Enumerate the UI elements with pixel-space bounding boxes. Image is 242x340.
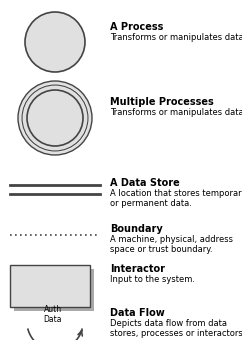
Text: A Data Store: A Data Store (110, 178, 180, 188)
Bar (10, 265, 90, 307)
Circle shape (25, 12, 85, 72)
Text: Depicts data flow from data
stores, processes or interactors.: Depicts data flow from data stores, proc… (110, 319, 242, 338)
Text: Interactor: Interactor (110, 264, 165, 274)
Text: A location that stores temporary
or permanent data.: A location that stores temporary or perm… (110, 189, 242, 208)
Text: A machine, physical, address
space or trust boundary.: A machine, physical, address space or tr… (110, 235, 233, 254)
Circle shape (21, 84, 89, 152)
Text: Multiple Processes: Multiple Processes (110, 97, 214, 107)
Text: Transforms or manipulates data.: Transforms or manipulates data. (110, 108, 242, 117)
Text: Data Flow: Data Flow (110, 308, 165, 318)
Circle shape (18, 81, 92, 155)
Text: Boundary: Boundary (110, 224, 163, 234)
Text: A Process: A Process (110, 22, 163, 32)
Text: Data: Data (44, 315, 62, 324)
Text: Transforms or manipulates data.: Transforms or manipulates data. (110, 33, 242, 42)
Text: Auth: Auth (44, 305, 62, 314)
Circle shape (27, 90, 83, 146)
Bar (14, 269, 94, 311)
Text: Input to the system.: Input to the system. (110, 275, 195, 284)
Circle shape (22, 85, 88, 151)
